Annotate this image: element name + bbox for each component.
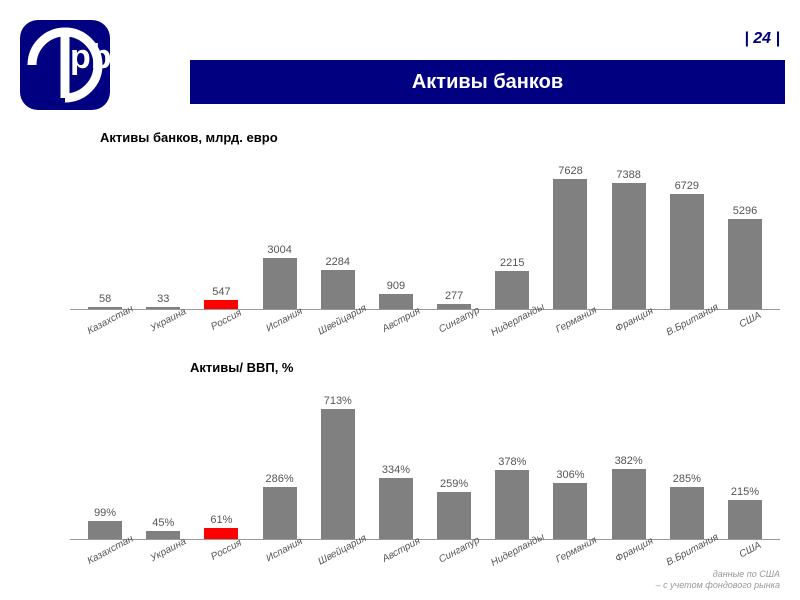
bar [379, 294, 413, 309]
bar-col: 285% [658, 473, 716, 539]
bar [204, 300, 238, 309]
slide-header: Активы банков [190, 60, 785, 104]
bar [495, 470, 529, 539]
bar-value-label: 7388 [616, 169, 640, 181]
pb-logo: pb [20, 20, 110, 110]
bar-value-label: 45% [152, 517, 174, 529]
bar [263, 487, 297, 539]
bar [88, 521, 122, 539]
bar [728, 219, 762, 309]
chart-assets-gdp: Активы/ ВВП, % 99% 45% 61% 286% 713% 334% 259%… [70, 360, 780, 540]
bar [495, 271, 529, 309]
bar-value-label: 99% [94, 507, 116, 519]
bar-value-label: 713% [324, 395, 352, 407]
bar-col: 378% [483, 456, 541, 539]
bar-col: 3004 [251, 244, 309, 309]
bar-value-label: 286% [266, 473, 294, 485]
bar-value-label: 547 [212, 286, 230, 298]
footnote: данные по США – с учетом фондового рынка [656, 569, 780, 592]
bar-value-label: 6729 [675, 180, 699, 192]
bar [146, 531, 180, 539]
bar [670, 194, 704, 309]
bar-col: 286% [251, 473, 309, 539]
chart2-bars-area: 99%45%61%286%713%334%259%378%306%382%285… [70, 400, 780, 540]
bar [670, 487, 704, 539]
bar-col: 5296 [716, 205, 774, 309]
bar [728, 500, 762, 539]
chart1-bars-area: 5833547300422849092772215762873886729529… [70, 170, 780, 310]
bar-col: 382% [600, 455, 658, 539]
bar [321, 270, 355, 309]
bar-col: 99% [76, 507, 134, 539]
bar [437, 492, 471, 539]
chart1-xaxis: КазахстанУкраинаРоссияИспанияШвейцарияАв… [70, 310, 780, 352]
bar [553, 483, 587, 539]
bar-col: 6729 [658, 180, 716, 309]
bar [612, 469, 646, 539]
bar-col: 215% [716, 486, 774, 539]
bar-value-label: 909 [387, 280, 405, 292]
bar-value-label: 306% [556, 469, 584, 481]
bar [263, 258, 297, 309]
bar-value-label: 2215 [500, 257, 524, 269]
bar [204, 528, 238, 539]
bar-value-label: 382% [615, 455, 643, 467]
bar-value-label: 277 [445, 290, 463, 302]
bar [553, 179, 587, 309]
bar-col: 7628 [541, 165, 599, 309]
bar-value-label: 3004 [267, 244, 291, 256]
bar-col: 306% [541, 469, 599, 539]
bar-value-label: 215% [731, 486, 759, 498]
bar-col: 259% [425, 478, 483, 539]
page-number: | 24 | [744, 30, 780, 48]
bar-value-label: 61% [210, 514, 232, 526]
bar-value-label: 5296 [733, 205, 757, 217]
bar-col: 713% [309, 395, 367, 539]
bar-value-label: 259% [440, 478, 468, 490]
svg-text:pb: pb [70, 38, 110, 76]
bar [437, 304, 471, 309]
chart2-title: Активы/ ВВП, % [190, 360, 293, 375]
bar [379, 478, 413, 539]
bar-col: 7388 [600, 169, 658, 309]
footnote-line1: данные по США [713, 569, 780, 579]
chart1-title: Активы банков, млрд. евро [100, 130, 278, 145]
bar-value-label: 7628 [558, 165, 582, 177]
bar [88, 307, 122, 309]
bar-col: 2215 [483, 257, 541, 309]
bar-col: 334% [367, 464, 425, 539]
bar-value-label: 33 [157, 293, 169, 305]
bar [321, 409, 355, 539]
bar-value-label: 58 [99, 293, 111, 305]
bar-value-label: 378% [498, 456, 526, 468]
chart-assets-eur: Активы банков, млрд. евро 58 33 547 3004 228… [70, 130, 780, 310]
bar [146, 307, 180, 309]
bar-value-label: 334% [382, 464, 410, 476]
bar-value-label: 2284 [326, 256, 350, 268]
bar-value-label: 285% [673, 473, 701, 485]
bar [612, 183, 646, 309]
bar-col: 2284 [309, 256, 367, 309]
xaxis-label: США [722, 302, 793, 366]
footnote-line2: – с учетом фондового рынка [656, 580, 780, 590]
